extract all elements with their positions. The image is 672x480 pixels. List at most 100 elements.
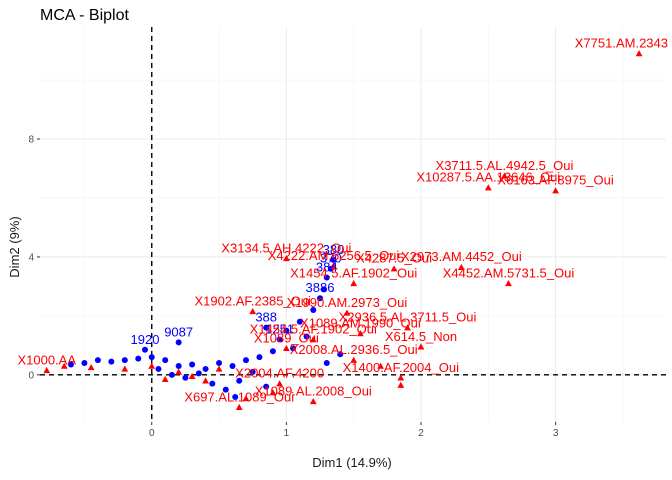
point-red (397, 374, 405, 381)
point-blue (148, 354, 155, 361)
point-blue (94, 357, 101, 364)
point-label-blue: 388 (255, 310, 277, 325)
point-red (357, 330, 364, 337)
point-red (249, 308, 257, 315)
point-blue (175, 362, 182, 369)
y-tick-label: 8 (28, 135, 34, 146)
y-tick-label: 4 (28, 252, 34, 263)
point-blue (321, 286, 328, 293)
point-blue (330, 256, 337, 263)
point-label-blue: 3886 (306, 280, 335, 295)
point-red (282, 254, 290, 262)
point-blue (337, 351, 344, 358)
point-blue (142, 346, 149, 353)
point-blue (175, 339, 182, 346)
point-label-blue: 9087 (164, 324, 193, 339)
point-label-red: X1089.AM.1990_Oui (300, 316, 421, 331)
point-blue (189, 361, 196, 368)
point-blue (256, 354, 263, 361)
point-red (202, 377, 209, 384)
point-red (276, 380, 284, 387)
chart-title: MCA - Biplot (40, 7, 129, 24)
point-label-red: X2004.AF.4200 (235, 366, 324, 381)
point-label-blue: 384 (316, 260, 338, 275)
point-blue (81, 360, 88, 367)
reference-lines (40, 27, 666, 422)
point-label-blue: 370 (320, 251, 342, 266)
point-blue (155, 365, 162, 372)
x-tick-label: 1 (284, 428, 290, 439)
point-label-red: X2008.AL.2936.5_Oui (290, 342, 418, 357)
grid (40, 27, 666, 422)
point-blue (121, 357, 128, 364)
point-blue (290, 345, 297, 352)
point-label-red: X2973.AM.4452_Oui (401, 249, 522, 264)
point-label-red: X4287.5_Oui (356, 251, 432, 266)
point-red (501, 172, 508, 179)
point-blue (276, 336, 283, 343)
point-red (390, 265, 398, 272)
data-points (43, 50, 643, 410)
point-blue (195, 370, 202, 377)
point-red (635, 50, 643, 57)
point-red (377, 362, 384, 369)
x-tick-label: 0 (149, 428, 155, 439)
point-blue (323, 360, 330, 367)
point-label-red: X1400.AF.2004_Oui (343, 360, 459, 375)
point-label-red: X1000.AA (17, 352, 76, 367)
point-blue (323, 274, 330, 281)
point-label-red: X1089_Oui (254, 330, 319, 345)
point-label-red: X1902.AF.2385_Oui (195, 293, 311, 308)
point-label-red: X1454.5.AF.1902_Oui (250, 321, 377, 336)
point-blue (182, 374, 189, 381)
point-red (87, 364, 95, 371)
point-red (330, 262, 337, 269)
x-tick-label: 3 (553, 428, 559, 439)
point-label-red: X4222.AM.6256.5_Oui (268, 248, 400, 263)
point-label-red: X1089.AL.2008_Oui (255, 383, 372, 398)
point-red (350, 356, 358, 363)
point-blue (162, 357, 169, 364)
point-red (161, 375, 169, 382)
point-blue (310, 306, 317, 313)
x-axis-title: Dim1 (14.9%) (312, 455, 391, 470)
point-blue (283, 327, 290, 334)
point-label-blue: 1920 (131, 332, 160, 347)
point-label-red: X10287.5.AA.13646_Oui (416, 170, 560, 185)
point-label-blue: 380 (323, 242, 345, 257)
point-red (235, 403, 243, 410)
point-red (175, 368, 183, 375)
point-label-red: X2936.5.AL.3711.5_Oui (339, 310, 477, 325)
point-red (43, 367, 51, 374)
point-label-red: X4452.AM.5731.5_Oui (443, 265, 575, 280)
point-red (309, 397, 317, 405)
point-blue (232, 393, 239, 400)
point-blue (168, 371, 175, 378)
point-blue (242, 357, 249, 364)
point-label-red: X3134.5.AH.4222_Oui (221, 240, 351, 255)
point-label-red: X6163.AF.8975_Oui (497, 173, 613, 188)
point-label-blue: 1251 (265, 321, 294, 336)
point-blue (216, 360, 223, 367)
point-red (121, 365, 129, 372)
y-axis-title: Dim2 (9%) (7, 216, 22, 277)
point-red (242, 395, 250, 402)
point-blue (229, 362, 236, 369)
x-tick-label: 2 (418, 428, 424, 439)
point-red (457, 263, 465, 270)
point-red (60, 362, 68, 369)
y-tick-label: 0 (28, 370, 34, 381)
point-label-red: X697.AL.1089_Oui (184, 389, 294, 404)
point-blue (222, 386, 229, 393)
point-red (148, 362, 156, 369)
point-label-red: X7751.AM.2343 (575, 36, 668, 51)
point-blue (303, 333, 310, 340)
point-red (188, 372, 196, 380)
axis-ticks: 0 1 2 3 0 4 8 (28, 135, 558, 439)
point-blue (263, 383, 270, 390)
point-red (215, 365, 223, 372)
point-red (282, 344, 290, 352)
point-blue (202, 365, 209, 372)
